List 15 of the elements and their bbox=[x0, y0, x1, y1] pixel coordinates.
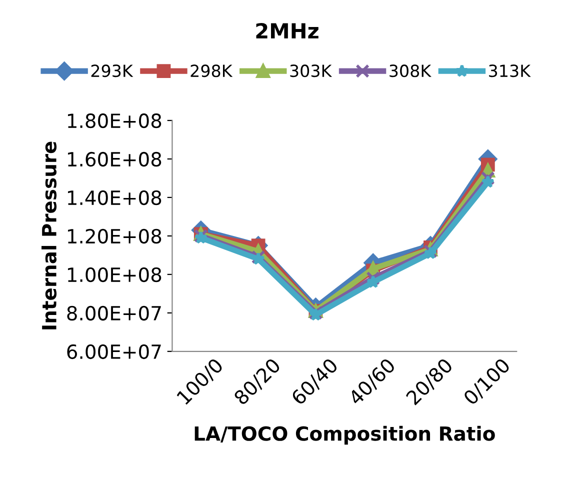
y-tick-label: 6.00E+07 bbox=[67, 344, 161, 360]
legend-label: 313K bbox=[489, 64, 531, 78]
x-axis-title: LA/TOCO Composition Ratio bbox=[194, 426, 495, 445]
y-tick-label: 1.40E+08 bbox=[68, 190, 162, 206]
y-tick-label: 1.00E+08 bbox=[68, 267, 162, 282]
legend-label: 293K bbox=[91, 64, 134, 78]
y-tick-label: 8.00E+07 bbox=[67, 306, 161, 321]
legend-label: 303K bbox=[290, 64, 332, 78]
legend-label: 308K bbox=[390, 64, 432, 78]
y-tick-label: 1.20E+08 bbox=[68, 228, 162, 244]
chart-title: 2MHz bbox=[256, 22, 318, 38]
y-axis-title: Internal Pressure bbox=[41, 142, 57, 330]
y-tick-label: 1.80E+08 bbox=[68, 113, 162, 128]
y-tick-label: 1.60E+08 bbox=[68, 152, 162, 167]
legend-label: 298K bbox=[190, 64, 233, 78]
